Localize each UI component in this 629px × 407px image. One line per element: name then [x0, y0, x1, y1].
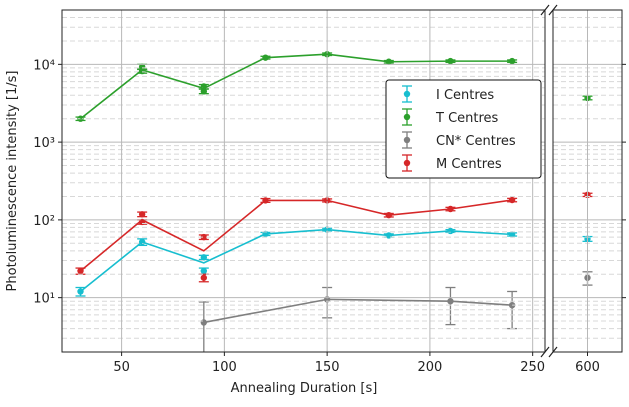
y-tick-label: 10³: [33, 136, 55, 151]
legend-swatch: [403, 159, 411, 167]
data-point: [200, 274, 208, 281]
x-tick-label: 150: [315, 360, 340, 375]
y-axis-label: Photoluminescence intensity [1/s]: [5, 71, 20, 292]
legend-label: CN* Centres: [436, 134, 516, 149]
legend-swatch: [403, 136, 411, 144]
x-tick-label: 200: [417, 360, 442, 375]
legend-label: T Centres: [435, 111, 499, 126]
legend-box: [385, 79, 542, 179]
break-gap: [545, 8, 553, 12]
x-tick-label: 600: [575, 360, 600, 375]
data-point: [200, 88, 208, 95]
break-gap: [545, 350, 553, 354]
data-point: [138, 67, 146, 75]
axis-break: [548, 346, 558, 358]
series-line: [79, 199, 513, 272]
data-point: [200, 267, 208, 275]
x-tick-label: 100: [212, 360, 237, 375]
data-point: [138, 211, 146, 218]
legend-swatch: [403, 113, 411, 121]
series-line: [79, 228, 513, 293]
axes-frame: [552, 9, 623, 353]
axis-break: [548, 4, 558, 16]
legend-swatch: [403, 90, 411, 98]
x-tick-label: 250: [520, 360, 545, 375]
y-tick-label: 10⁴: [33, 58, 55, 73]
data-point: [200, 233, 208, 241]
legend-label: M Centres: [436, 157, 502, 172]
y-tick-label: 10¹: [33, 292, 55, 307]
y-tick-label: 10²: [33, 214, 55, 229]
legend-label: I Centres: [436, 88, 494, 103]
x-tick-label: 50: [113, 360, 130, 375]
data-point: [200, 254, 208, 261]
axis-break: [540, 4, 550, 16]
series-line: [203, 298, 513, 324]
axes-frame: [61, 9, 546, 353]
axis-break: [540, 346, 550, 358]
x-axis-label: Annealing Duration [s]: [231, 381, 378, 396]
series-line: [80, 53, 513, 120]
